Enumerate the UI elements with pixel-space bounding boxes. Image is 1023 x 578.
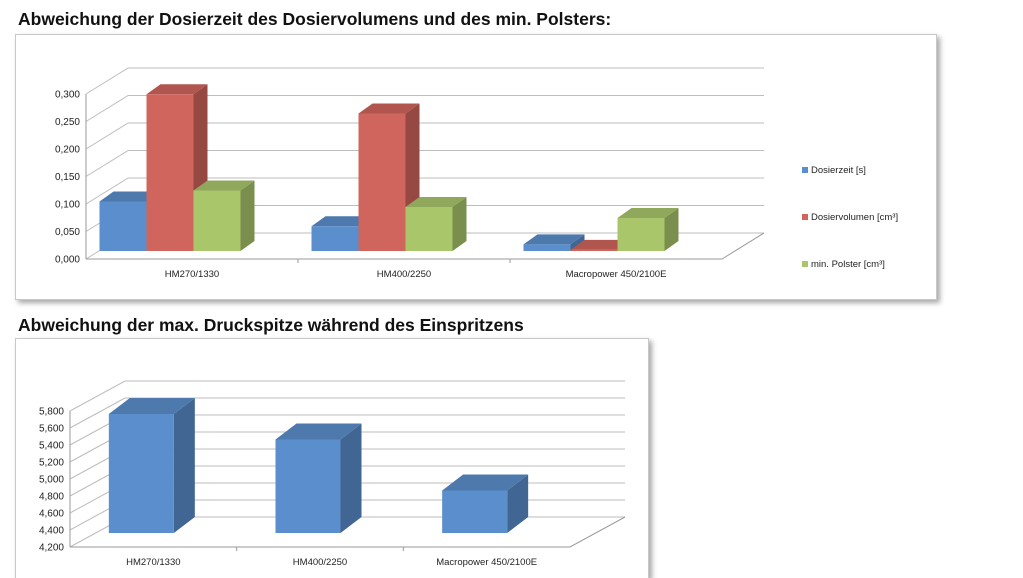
chart2-title: Abweichung der max. Druckspitze während … bbox=[18, 315, 524, 335]
chart1-y-tick-label: 0,150 bbox=[55, 172, 80, 183]
chart1-legend-label: Dosierzeit [s] bbox=[811, 165, 866, 176]
chart1-panel: 0,000 0,050 0,100 0,150 0,200 0,250 0,300 HM270… bbox=[15, 34, 937, 300]
chart1-bar bbox=[146, 84, 208, 251]
chart1-y-tick-label: 0,250 bbox=[55, 117, 80, 128]
chart2-gridline-side bbox=[69, 380, 126, 412]
chart2-y-tick-label: 4,800 bbox=[39, 492, 64, 503]
chart2-gridline-side bbox=[69, 397, 126, 429]
chart2-category-label: HM400/2250 bbox=[293, 557, 347, 568]
chart2-y-tick-label: 5,600 bbox=[39, 424, 64, 435]
chart1-bar bbox=[523, 234, 585, 251]
chart1-legend-swatch bbox=[802, 214, 808, 220]
chart1-gridline-side bbox=[85, 150, 129, 177]
chart1-gridline-side bbox=[85, 177, 129, 205]
chart1-y-tick-label: 0,100 bbox=[55, 200, 80, 211]
chart1-legend-swatch bbox=[802, 261, 808, 267]
chart1-category-label: Macropower 450/2100E bbox=[566, 269, 667, 280]
chart2-category-label: HM270/1330 bbox=[126, 557, 180, 568]
chart1-gridline-side bbox=[85, 122, 129, 150]
chart1-title: Abweichung der Dosierzeit des Dosiervolu… bbox=[18, 9, 612, 29]
chart1-category-label: HM400/2250 bbox=[377, 269, 431, 280]
chart2-bar bbox=[108, 398, 195, 533]
chart2-y-tick-label: 5,000 bbox=[39, 475, 64, 486]
chart1-bar bbox=[617, 208, 679, 251]
chart1-svg: 0,000 0,050 0,100 0,150 0,200 0,250 0,300 HM270… bbox=[55, 67, 898, 280]
chart2-y-tick-label: 4,200 bbox=[39, 543, 64, 554]
chart1-y-tick-label: 0,050 bbox=[55, 227, 80, 238]
chart2-y-tick-label: 5,800 bbox=[39, 407, 64, 418]
chart2-bar bbox=[442, 474, 529, 533]
chart1-bar bbox=[405, 197, 467, 251]
chart2-y-tick-label: 5,200 bbox=[39, 458, 64, 469]
chart2-svg: 4,200 4,400 4,600 4,800 5,000 5,200 5,400 5,600… bbox=[39, 380, 626, 568]
chart1-y-tick-label: 0,200 bbox=[55, 145, 80, 156]
chart2-y-tick-label: 5,400 bbox=[39, 441, 64, 452]
chart1-legend-label: Dosiervolumen [cm³] bbox=[811, 212, 898, 223]
chart2-panel: 4,200 4,400 4,600 4,800 5,000 5,200 5,400 5,600… bbox=[15, 338, 649, 578]
chart1-legend-swatch bbox=[802, 167, 808, 173]
chart1-legend-label: min. Polster [cm³] bbox=[811, 259, 885, 270]
chart2-category-label: Macropower 450/2100E bbox=[436, 557, 537, 568]
chart2-y-tick-label: 4,600 bbox=[39, 509, 64, 520]
chart1-bar bbox=[193, 180, 255, 251]
chart2-bar bbox=[275, 423, 362, 533]
chart1-gridline-side bbox=[85, 95, 129, 122]
chart2-y-tick-label: 4,400 bbox=[39, 526, 64, 537]
chart1-category-label: HM270/1330 bbox=[165, 269, 219, 280]
chart1-gridline-side bbox=[85, 67, 129, 95]
chart1-y-tick-label: 0,300 bbox=[55, 90, 80, 101]
chart1-y-tick-label: 0,000 bbox=[55, 255, 80, 266]
